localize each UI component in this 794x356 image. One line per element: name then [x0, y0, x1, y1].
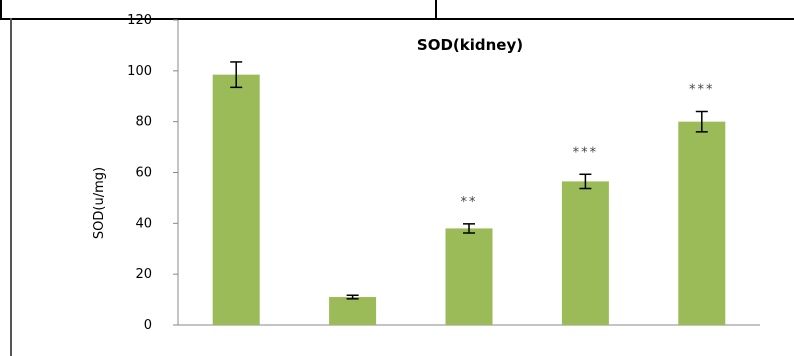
bar [212, 74, 260, 325]
table-left-border [10, 18, 12, 356]
significance-label: *** [689, 83, 715, 98]
bar [445, 228, 493, 325]
axis-layer: 0 20 40 60 80 100 120 [127, 13, 760, 333]
y-tick-label: 40 [135, 216, 152, 231]
bar [561, 181, 609, 325]
error-bars-layer [230, 61, 708, 300]
table-left-cell [0, 0, 437, 18]
y-tick-label: 80 [135, 115, 152, 130]
bars-layer [212, 74, 726, 326]
table-top-border [0, 0, 794, 20]
y-tick-label: 20 [135, 267, 152, 282]
bar [678, 121, 726, 326]
significance-label: *** [573, 145, 599, 160]
y-tick-label: 60 [135, 166, 152, 181]
chart-title: SOD(kidney) [417, 36, 523, 54]
significance-label: ** [461, 195, 478, 210]
bar [329, 297, 377, 325]
significance-layer: ******** [461, 83, 715, 210]
y-tick-label: 0 [144, 318, 152, 333]
y-tick-label: 100 [127, 64, 152, 79]
y-tick-label: 120 [127, 13, 152, 28]
y-axis-label: SOD(u/mg) [92, 167, 107, 239]
